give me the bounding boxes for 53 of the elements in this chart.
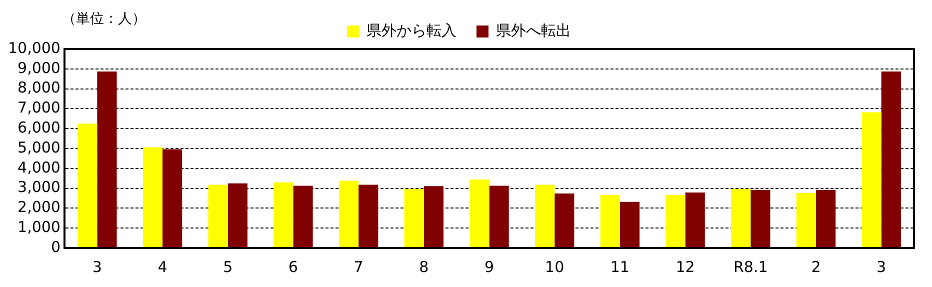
x-tick-label: 3 xyxy=(92,258,102,276)
bar xyxy=(338,180,359,248)
y-tick-label: 6,000 xyxy=(18,118,60,136)
bar xyxy=(489,186,509,248)
bar xyxy=(97,71,117,248)
bar xyxy=(162,149,182,248)
bar xyxy=(685,192,705,248)
x-tick-label: 11 xyxy=(610,258,630,276)
y-tick-label: 1,000 xyxy=(18,218,60,236)
text: （単位：人） xyxy=(62,10,146,28)
y-tick-label: 8,000 xyxy=(18,78,60,97)
x-tick-label: 12 xyxy=(676,258,695,276)
bar xyxy=(293,186,313,248)
legend-label: 県外から転入 xyxy=(366,21,456,40)
bar xyxy=(731,188,751,248)
bar xyxy=(620,202,640,248)
bar xyxy=(881,71,901,248)
legend-label: 県外へ転出 xyxy=(496,21,571,40)
bar xyxy=(862,112,882,248)
x-tick-label: 2 xyxy=(811,258,821,276)
bar xyxy=(666,194,686,248)
x-tick-label: 10 xyxy=(545,258,564,276)
bar xyxy=(424,186,444,248)
bar xyxy=(534,184,555,248)
bar xyxy=(554,193,574,248)
bar xyxy=(404,188,424,248)
x-tick-label: 9 xyxy=(484,258,494,276)
x-tick-label: R8.1 xyxy=(733,258,768,276)
bar xyxy=(750,190,770,248)
bar xyxy=(600,194,620,248)
bar xyxy=(78,124,98,248)
x-tick-label: 5 xyxy=(223,258,233,276)
bar xyxy=(228,183,248,248)
bar xyxy=(358,184,378,248)
y-tick-label: 4,000 xyxy=(18,158,60,176)
y-tick-label: 5,000 xyxy=(18,138,60,156)
y-tick-label: 7,000 xyxy=(18,98,60,117)
x-tick-label: 4 xyxy=(158,258,168,276)
bar xyxy=(816,190,836,248)
y-tick-label: 10,000 xyxy=(8,38,60,57)
x-tick-label: 6 xyxy=(288,258,298,276)
bar xyxy=(470,180,490,248)
y-tick-label: 0 xyxy=(50,238,60,256)
y-tick-label: 3,000 xyxy=(18,178,60,196)
bar xyxy=(142,147,163,248)
bar xyxy=(208,184,228,248)
y-tick-label: 9,000 xyxy=(18,58,60,77)
bar xyxy=(274,182,294,248)
x-tick-label: 3 xyxy=(876,258,886,276)
x-tick-label: 7 xyxy=(354,258,364,276)
bar xyxy=(796,192,816,248)
x-tick-label: 8 xyxy=(419,258,429,276)
y-tick-label: 2,000 xyxy=(18,198,60,216)
